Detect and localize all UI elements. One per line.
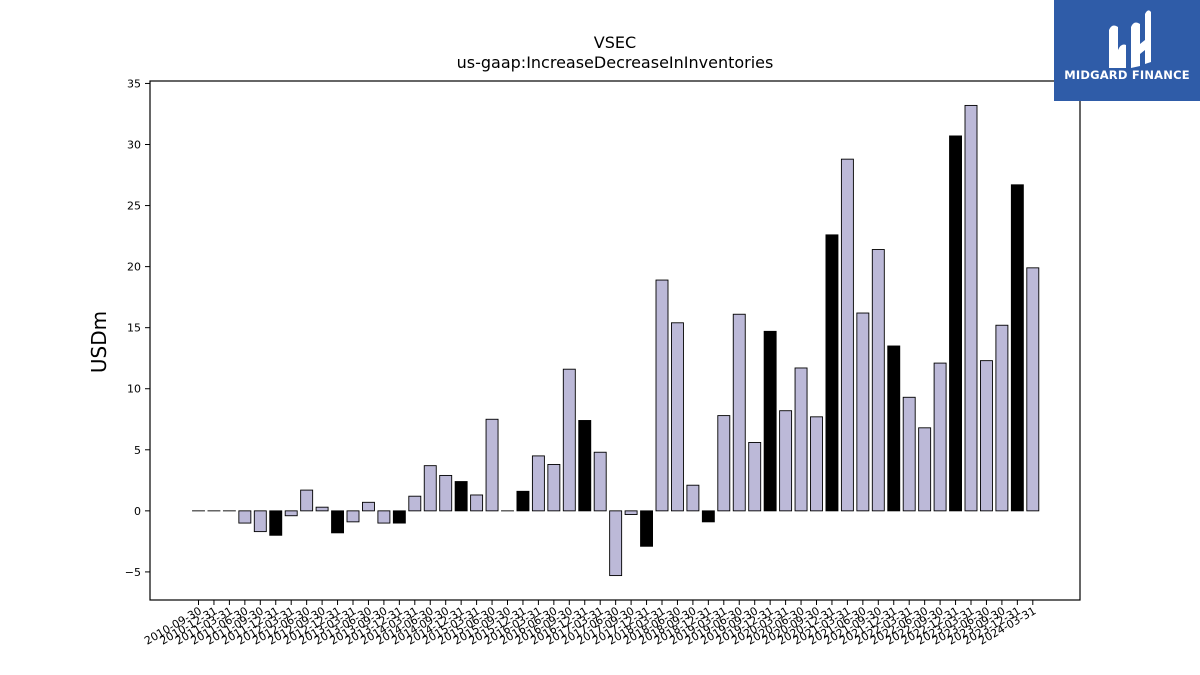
bar bbox=[655, 279, 669, 512]
bar bbox=[315, 506, 329, 512]
bar bbox=[423, 465, 437, 512]
y-tick-label: 30 bbox=[127, 139, 141, 152]
bar bbox=[918, 427, 932, 512]
bar bbox=[300, 489, 314, 512]
bar bbox=[701, 510, 715, 523]
bar bbox=[995, 324, 1009, 512]
bar bbox=[269, 510, 283, 536]
x-axis-ticks: 2010-09-302010-12-312011-03-312011-06-30… bbox=[142, 600, 1038, 648]
bar bbox=[253, 510, 267, 533]
bar bbox=[732, 313, 746, 512]
bar bbox=[624, 510, 638, 515]
y-tick-label: 15 bbox=[127, 322, 141, 335]
logo-text: MIDGARD FINANCE bbox=[1064, 68, 1190, 82]
midgard-m-logo-icon bbox=[1109, 10, 1151, 68]
bar bbox=[748, 442, 762, 512]
bar bbox=[439, 474, 453, 512]
y-tick-label: 0 bbox=[134, 505, 141, 518]
bar bbox=[671, 322, 684, 512]
bar bbox=[1010, 184, 1024, 512]
bar bbox=[964, 104, 978, 512]
bar bbox=[362, 501, 375, 512]
bar bbox=[794, 367, 808, 512]
bar bbox=[763, 330, 777, 512]
bar bbox=[331, 510, 344, 534]
bar bbox=[392, 510, 406, 524]
bar bbox=[825, 234, 839, 512]
bar bbox=[531, 455, 545, 512]
midgard-finance-logo: MIDGARD FINANCE bbox=[1054, 0, 1200, 101]
y-axis-label: USDm bbox=[87, 311, 111, 373]
bars-group bbox=[192, 104, 1040, 577]
y-tick-label: 5 bbox=[134, 444, 141, 457]
plot-frame bbox=[149, 80, 1081, 601]
bar bbox=[779, 410, 793, 512]
y-tick-label: 35 bbox=[127, 77, 141, 90]
bar bbox=[485, 418, 499, 512]
bar bbox=[284, 510, 298, 517]
chart-subtitle: us-gaap:IncreaseDecreaseInInventories bbox=[457, 53, 774, 72]
bar bbox=[717, 415, 731, 512]
bar bbox=[238, 510, 252, 524]
bar bbox=[856, 312, 870, 512]
y-tick-label: −5 bbox=[125, 566, 141, 579]
bar bbox=[578, 420, 592, 512]
bar bbox=[640, 510, 653, 547]
bar bbox=[871, 249, 885, 512]
y-axis-ticks: −5 0 5 10 15 20 25 30 35 bbox=[125, 77, 150, 579]
y-tick-label: 25 bbox=[127, 200, 141, 213]
bar bbox=[516, 490, 530, 512]
bar bbox=[810, 416, 823, 512]
bar bbox=[686, 484, 700, 512]
bar bbox=[609, 510, 623, 577]
bar bbox=[840, 158, 854, 512]
bar bbox=[562, 368, 576, 512]
bar bbox=[949, 135, 962, 512]
bar bbox=[377, 510, 391, 524]
bar bbox=[470, 494, 484, 512]
bar bbox=[980, 360, 993, 512]
bar bbox=[887, 345, 901, 512]
bar bbox=[1026, 267, 1040, 512]
chart-title: VSEC bbox=[594, 33, 636, 52]
bar bbox=[547, 463, 561, 512]
bar bbox=[454, 481, 468, 512]
bar bbox=[593, 451, 607, 512]
bar bbox=[933, 362, 947, 512]
bar bbox=[902, 396, 916, 512]
y-tick-label: 10 bbox=[127, 383, 141, 396]
bar bbox=[408, 495, 422, 512]
bar bbox=[346, 510, 360, 523]
y-tick-label: 20 bbox=[127, 261, 141, 274]
